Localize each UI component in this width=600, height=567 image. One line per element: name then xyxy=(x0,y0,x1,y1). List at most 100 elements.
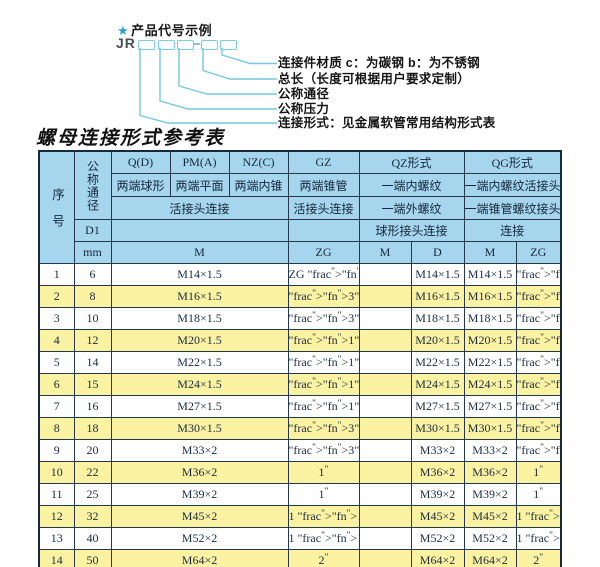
header-qg-desc1: 一端内螺纹活接头 xyxy=(463,173,562,197)
cell-gz-zg: "frac">"fn">3"fd">8" xyxy=(287,285,360,308)
cell-qz-d: M14×1.5 xyxy=(410,263,465,286)
header-nz-desc: 两端内锥 xyxy=(228,173,289,197)
cell-qg-zg: 1 "frac">"fn">1"fd">2" xyxy=(515,527,562,550)
code-label-pressure: 公称压力 xyxy=(278,101,330,116)
header-qg-connection: 连接 xyxy=(463,219,562,242)
cell-qg-m: M64×2 xyxy=(463,549,517,567)
header-blank-gz xyxy=(287,219,360,242)
cell-qg-zg: 1" xyxy=(515,461,562,484)
cell-dn: 22 xyxy=(73,461,112,484)
header-m1: M xyxy=(110,241,289,264)
cell-dn: 14 xyxy=(73,351,112,374)
cell-qz-m xyxy=(358,307,412,330)
cell-qz-d: M30×1.5 xyxy=(410,417,465,440)
header-pm-desc: 两端平面 xyxy=(169,173,230,197)
cell-qz-d: M36×2 xyxy=(410,461,465,484)
code-box-2 xyxy=(158,40,175,50)
cell-dn: 16 xyxy=(73,395,112,418)
cell-qz-m xyxy=(358,505,412,528)
header-union-connection: 活接头连接 xyxy=(110,196,289,220)
cell-qz-d: M22×1.5 xyxy=(410,351,465,374)
cell-qz-d: M24×1.5 xyxy=(410,373,465,396)
cell-qz-m xyxy=(358,417,412,440)
cell-m: M24×1.5 xyxy=(110,373,289,396)
cell-gz-zg: "frac">"fn">3"fd">4" xyxy=(287,439,360,462)
cell-dn: 25 xyxy=(73,483,112,506)
cell-qg-m: M30×1.5 xyxy=(463,417,517,440)
cell-qg-zg: "frac">"fn">1"fd">2" xyxy=(515,351,562,374)
cell-qg-m: M20×1.5 xyxy=(463,329,517,352)
cell-qg-m: M52×2 xyxy=(463,527,517,550)
cell-qg-zg: 1 "frac">"fn">1"fd">4" xyxy=(515,505,562,528)
header-gz-desc: 两端锥管 xyxy=(287,173,360,197)
cell-seq: 6 xyxy=(38,373,75,396)
header-qz-connection: 球形接头连接 xyxy=(358,219,465,242)
table-row: 412M20×1.5"frac">"fn">1"fd">2"M20×1.5M20… xyxy=(38,329,562,352)
cell-seq: 2 xyxy=(38,285,75,308)
cell-seq: 12 xyxy=(38,505,75,528)
cell-qg-zg: "frac">"fn">1"fd">2" xyxy=(515,395,562,418)
cell-gz-zg: 1" xyxy=(287,461,360,484)
cell-qg-m: M27×1.5 xyxy=(463,395,517,418)
cell-qg-zg: "frac">"fn">3"fd">4" xyxy=(515,417,562,440)
product-code-heading-text: 产品代号示例 xyxy=(131,23,213,38)
cell-m: M52×2 xyxy=(110,527,289,550)
cell-qz-d: M45×2 xyxy=(410,505,465,528)
header-seq: 序号 xyxy=(38,150,75,264)
cell-qz-d: M64×2 xyxy=(410,549,465,567)
product-code-prefix: JR xyxy=(116,35,136,51)
cell-m: M22×1.5 xyxy=(110,351,289,374)
product-code-heading: ★ 产品代号示例 xyxy=(117,20,212,39)
code-box-3 xyxy=(177,40,194,50)
table-row: 14 50 M64×2 2" M64×2 M64×2 2" xyxy=(38,549,562,567)
cell-qz-m xyxy=(358,483,412,506)
cell-m: M64×2 xyxy=(110,549,289,567)
table-row: 716M27×1.5"frac">"fn">1"fd">2"M27×1.5M27… xyxy=(38,395,562,418)
cell-qg-zg: "frac">"fn">1"fd">2" xyxy=(515,373,562,396)
cell-qg-zg: "frac">"fn">3"fd">4" xyxy=(515,439,562,462)
cell-qz-d: M52×2 xyxy=(410,527,465,550)
reference-table: 序号 公称通径 Q(D) PM(A) NZ(C) GZ QZ形式 QG形式 两端… xyxy=(38,150,562,567)
cell-qz-d: M20×1.5 xyxy=(410,329,465,352)
cell-m: M27×1.5 xyxy=(110,395,289,418)
header-qg-desc2: 一端锥管螺纹接头 xyxy=(463,196,562,220)
header-qg-zg: ZG xyxy=(515,241,562,264)
code-box-5 xyxy=(220,40,237,50)
cell-gz-zg: 1" xyxy=(287,483,360,506)
cell-gz-zg: "frac">"fn">3"fd">4" xyxy=(287,417,360,440)
cell-qz-d: M27×1.5 xyxy=(410,395,465,418)
cell-gz-zg: "frac">"fn">1"fd">2" xyxy=(287,329,360,352)
header-qz-desc2: 一端外螺纹 xyxy=(358,196,465,220)
code-label-diameter: 公称通径 xyxy=(278,86,330,101)
cell-dn: 6 xyxy=(73,263,112,286)
cell-m: M36×2 xyxy=(110,461,289,484)
star-icon: ★ xyxy=(117,23,130,38)
cell-m: M20×1.5 xyxy=(110,329,289,352)
header-blank-left xyxy=(110,219,289,242)
table-title: 螺母连接形式参考表 xyxy=(36,127,226,149)
cell-m: M16×1.5 xyxy=(110,285,289,308)
header-qg: QG形式 xyxy=(463,150,562,174)
cell-dn: 50 xyxy=(73,549,112,567)
table-header: 序号 公称通径 Q(D) PM(A) NZ(C) GZ QZ形式 QG形式 两端… xyxy=(38,150,562,264)
cell-qz-d: M33×2 xyxy=(410,439,465,462)
cell-qz-m xyxy=(358,285,412,308)
cell-qz-m xyxy=(358,527,412,550)
cell-seq: 8 xyxy=(38,417,75,440)
code-label-connection: 连接形式：见金属软管常用结构形式表 xyxy=(278,115,496,130)
table-row: 28M16×1.5"frac">"fn">3"fd">8"M16×1.5M16×… xyxy=(38,285,562,308)
table-row: 11 25 M39×2 1" M39×2 M39×2 1" xyxy=(38,483,562,506)
cell-qg-zg: "frac">"fn">1"fd">4" xyxy=(515,263,562,286)
cell-gz-zg: 1 "frac">"fn">1"fd">4" xyxy=(287,505,360,528)
cell-m: M14×1.5 xyxy=(110,263,289,286)
cell-qg-m: M22×1.5 xyxy=(463,351,517,374)
header-q-desc: 两端球形 xyxy=(110,173,171,197)
cell-qg-zg: "frac">"fn">3"fd">8" xyxy=(515,307,562,330)
table-row: 615M24×1.5"frac">"fn">1"fd">2"M24×1.5M24… xyxy=(38,373,562,396)
cell-qg-m: M16×1.5 xyxy=(463,285,517,308)
cell-seq: 7 xyxy=(38,395,75,418)
cell-seq: 5 xyxy=(38,351,75,374)
code-box-1 xyxy=(138,40,155,50)
